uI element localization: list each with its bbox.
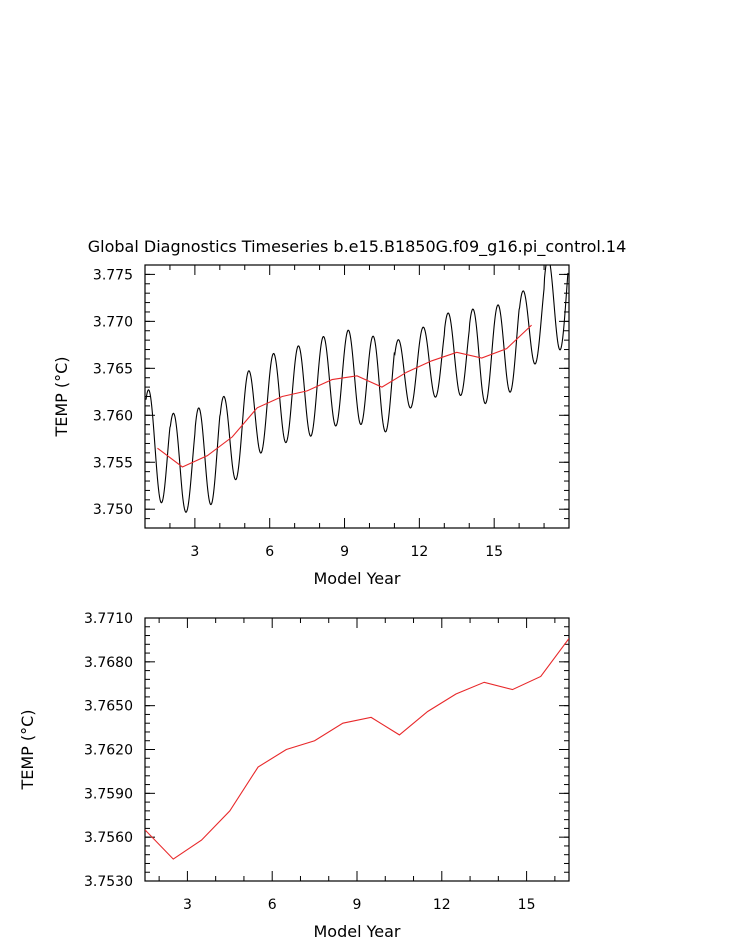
y-axis-title: TEMP (°C) bbox=[18, 709, 37, 790]
chart-title: Global Diagnostics Timeseries b.e15.B185… bbox=[88, 237, 627, 257]
y-tick-label: 3.7680 bbox=[84, 655, 133, 671]
y-tick-label: 3.775 bbox=[93, 267, 133, 283]
x-tick-label: 6 bbox=[268, 897, 277, 913]
y-tick-label: 3.7710 bbox=[84, 611, 133, 627]
x-tick-label: 3 bbox=[190, 544, 199, 560]
x-tick-label: 12 bbox=[433, 897, 451, 913]
y-tick-label: 3.760 bbox=[93, 408, 133, 424]
plot-frame bbox=[144, 617, 570, 882]
y-tick-label: 3.750 bbox=[93, 502, 133, 518]
y-tick-label: 3.7590 bbox=[84, 786, 133, 802]
x-tick-label: 6 bbox=[265, 544, 274, 560]
y-tick-label: 3.7560 bbox=[84, 830, 133, 846]
top-timeseries-plot: 3 6 9 12 15 3.750 3.755 3.760 3.765 3.770 3.775 Mod… bbox=[52, 264, 570, 588]
x-axis-title: Model Year bbox=[314, 922, 401, 941]
y-axis-title: TEMP (°C) bbox=[52, 356, 71, 437]
y-tick-label: 3.755 bbox=[93, 455, 133, 471]
series-line-annual-mean bbox=[157, 324, 532, 468]
x-tick-label: 15 bbox=[485, 544, 503, 560]
x-tick-label: 12 bbox=[410, 544, 428, 560]
x-tick-label: 15 bbox=[518, 897, 536, 913]
x-axis-title: Model Year bbox=[314, 569, 401, 588]
y-tick-label: 3.765 bbox=[93, 361, 133, 377]
series-line-monthly bbox=[145, 265, 569, 513]
x-tick-label: 9 bbox=[353, 897, 362, 913]
y-tick-label: 3.7620 bbox=[84, 743, 133, 759]
y-tick-label: 3.7530 bbox=[84, 874, 133, 890]
y-tick-label: 3.770 bbox=[93, 314, 133, 330]
bottom-annual-mean-plot: 3 6 9 12 15 3.7530 3.7560 3.7590 3.7620 3.7650 3.7… bbox=[18, 611, 570, 941]
x-tick-label: 9 bbox=[340, 544, 349, 560]
series-line-annual-mean bbox=[145, 638, 569, 860]
x-tick-label: 3 bbox=[183, 897, 192, 913]
y-tick-label: 3.7650 bbox=[84, 699, 133, 715]
plot-frame bbox=[144, 264, 570, 529]
